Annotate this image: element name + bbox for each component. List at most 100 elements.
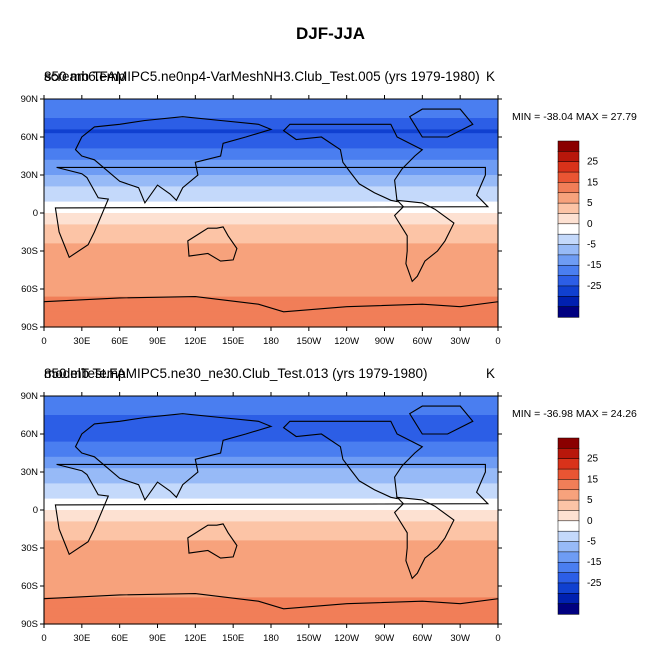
contour-band — [44, 437, 498, 443]
contour-band — [44, 228, 498, 233]
x-tick-label: 0 — [41, 633, 46, 644]
contour-band — [44, 133, 498, 138]
y-tick-label: 0 — [33, 505, 38, 516]
contour-band — [44, 99, 498, 104]
colorbar-box — [557, 593, 580, 605]
colorbar-box — [557, 161, 580, 173]
contour-band — [44, 532, 498, 538]
contour-band — [44, 589, 498, 595]
colorbar: 25 15 5 0 -5 -15 -25 — [557, 437, 602, 615]
colorbar-box — [557, 437, 580, 450]
x-tick-label: 0 — [495, 336, 500, 347]
colorbar-box — [557, 520, 580, 532]
figure-title: DJF-JJA — [296, 24, 365, 43]
colorbar-box — [557, 254, 580, 266]
contour-band — [44, 479, 498, 484]
contour-band — [44, 430, 498, 435]
contour-band — [44, 491, 498, 496]
colorbar-box — [557, 479, 580, 491]
map-panel-2: 850 mb Temp modelTest.FAMIPC5.ne30_ne30.… — [0, 357, 661, 657]
colorbar-box — [557, 275, 580, 287]
colorbar-box — [557, 572, 580, 584]
contour-band — [44, 608, 498, 614]
contour-band — [44, 506, 498, 511]
map-plot: 0 30E 60E 90E 120E 150E 180 150W 120W 90W 60W 30W 09… — [21, 94, 602, 347]
x-tick-label: 150E — [222, 633, 244, 644]
contour-band — [44, 513, 498, 519]
units-label: K — [486, 69, 496, 84]
contour-band — [44, 475, 498, 481]
contour-band — [44, 106, 498, 111]
contour-band — [44, 441, 498, 446]
colorbar-box — [557, 192, 580, 204]
colorbar-box — [557, 458, 580, 470]
contour-band — [44, 209, 498, 214]
y-tick-label: 30S — [21, 543, 38, 554]
contour-band — [44, 468, 498, 473]
y-tick-label: 60S — [21, 581, 38, 592]
contour-band — [44, 213, 498, 218]
coastline — [282, 420, 424, 500]
contour-band — [44, 551, 498, 557]
colorbar-label: -5 — [587, 537, 596, 548]
contour-band — [44, 114, 498, 119]
y-tick-label: 60S — [21, 284, 38, 295]
contour-band — [44, 487, 498, 492]
coastline — [282, 123, 424, 203]
coastline — [187, 226, 238, 262]
contour-band — [44, 167, 498, 172]
panel-title-variable: 850 mb Temp — [44, 366, 126, 381]
contour-band — [44, 612, 498, 617]
contour-band — [44, 315, 498, 320]
contour-band — [44, 616, 498, 621]
contour-band — [44, 544, 498, 549]
colorbar-box — [557, 244, 580, 256]
contour-band — [44, 422, 498, 427]
contour-band — [44, 197, 498, 203]
x-tick-label: 120E — [184, 633, 206, 644]
coastline — [187, 523, 238, 559]
x-tick-label: 180 — [263, 336, 279, 347]
contour-band — [44, 201, 498, 206]
contour-band — [44, 411, 498, 416]
contour-band — [44, 415, 498, 420]
colorbar-box — [557, 541, 580, 553]
contour-band — [44, 464, 498, 469]
y-tick-label: 30N — [21, 170, 39, 181]
x-tick-label: 60W — [413, 633, 433, 644]
colorbar-box — [557, 489, 580, 501]
coastline — [74, 413, 273, 502]
contour-band — [44, 129, 498, 134]
contour-band — [44, 445, 498, 450]
contour-band — [44, 289, 498, 294]
coastlines — [43, 108, 499, 328]
minmax-label: MIN = -36.98 MAX = 24.26 — [512, 408, 637, 420]
colorbar-label: 15 — [587, 177, 599, 188]
y-tick-label: 30S — [21, 246, 38, 257]
contour-band — [44, 574, 498, 579]
contour-band — [44, 186, 498, 191]
coastline — [393, 199, 455, 283]
contour-band — [44, 536, 498, 541]
contour-band — [44, 434, 498, 439]
colorbar-box — [557, 233, 580, 246]
y-tick-label: 0 — [33, 208, 38, 219]
contour-band — [44, 110, 498, 115]
x-tick-label: 0 — [41, 336, 46, 347]
contour-band — [44, 304, 498, 309]
contour-band — [44, 578, 498, 583]
coastline — [408, 405, 474, 435]
colorbar-label: 5 — [587, 198, 593, 209]
contour-band — [44, 137, 498, 142]
contour-band — [44, 118, 498, 123]
x-tick-label: 30W — [450, 336, 470, 347]
contour-band — [44, 605, 498, 610]
contour-band — [44, 540, 498, 545]
contour-band — [44, 178, 498, 184]
x-tick-label: 0 — [495, 633, 500, 644]
coastline — [54, 166, 490, 259]
x-tick-label: 120E — [184, 336, 206, 347]
contour-band — [44, 156, 498, 161]
colorbar-box — [557, 140, 580, 153]
contour-band — [44, 460, 498, 465]
